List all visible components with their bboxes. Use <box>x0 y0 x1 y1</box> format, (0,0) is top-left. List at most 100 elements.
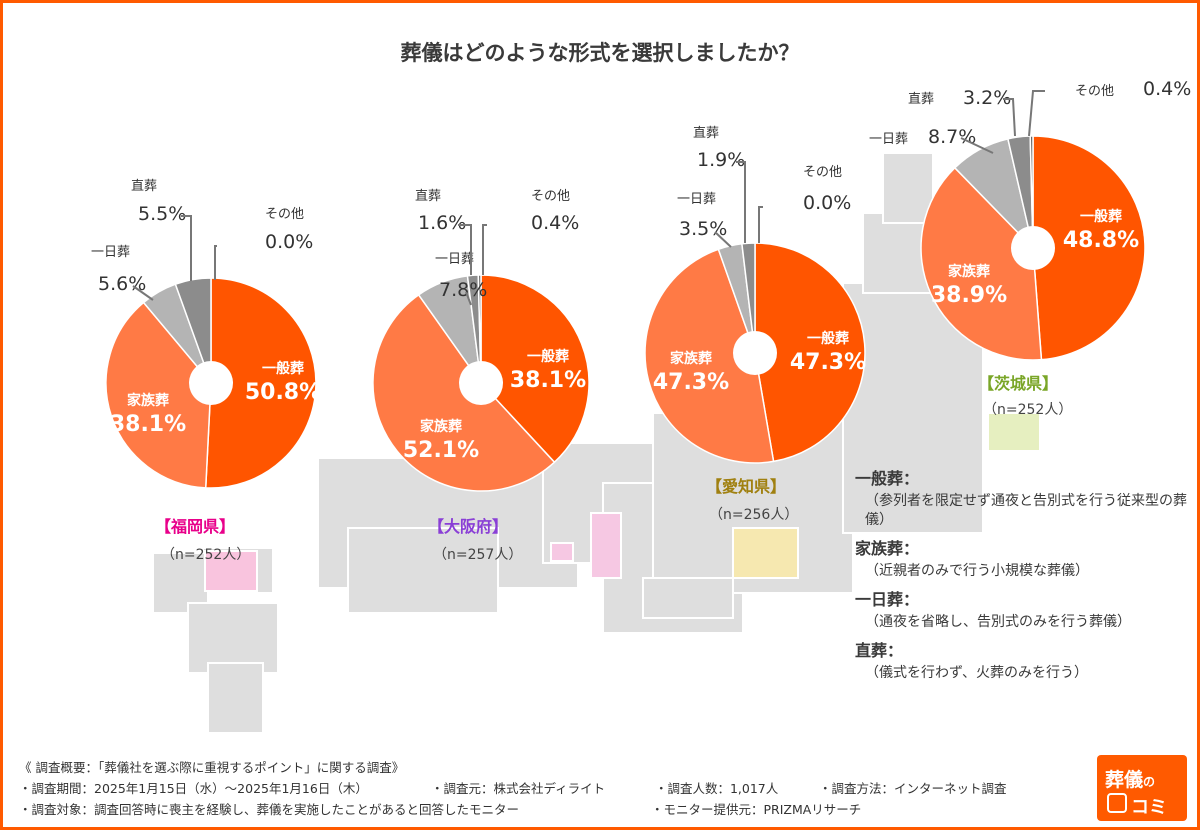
survey-method: ・調査方法：インターネット調査 <box>818 781 1007 796</box>
japan-map <box>152 152 1041 734</box>
survey-target: ・調査対象：調査回答時に喪主を経験し、葬儀を実施したことがあると回答したモニター <box>19 802 520 817</box>
pie-slice-osaka-other <box>477 274 482 384</box>
slice-value-ibaraki-ippan: 48.8% <box>1063 228 1139 253</box>
survey-summary: 《 調査概要：「葬儀社を選ぶ際に重視するポイント」に関する調査》 ・調査期間：2… <box>19 757 1006 820</box>
legend-desc-ichinichi: （通夜を省略し、告別式のみを行う葬儀） <box>865 613 1131 630</box>
slice-value-aichi-other: 0.0% <box>803 192 851 214</box>
slice-name-aichi-kazoku: 家族葬 <box>670 350 712 367</box>
pie-hole-ibaraki <box>1011 226 1055 270</box>
slice-value-osaka-ippan: 38.1% <box>510 368 586 393</box>
pie-hole-aichi <box>733 331 777 375</box>
logo-text-small: の <box>1143 775 1156 789</box>
pie-charts: 一般葬 50.8% 家族葬 38.1% 一日葬 5.6% 直葬 5.5% その他 0.0% 一般葬 3… <box>91 78 1191 492</box>
leader-line-fukuoka-other <box>214 245 217 280</box>
slice-name-ibaraki-ippan: 一般葬 <box>1080 208 1122 225</box>
leader-line-ibaraki-other <box>1028 90 1045 137</box>
sample-size-ibaraki: （n=252人） <box>983 402 1073 418</box>
slice-value-aichi-kazoku: 47.3% <box>653 370 729 395</box>
logo-text-2: コミ <box>1131 797 1167 818</box>
pie-slice-aichi-kazoku <box>644 248 775 464</box>
chart-title: 葬儀はどのような形式を選択しましたか？ <box>400 41 800 65</box>
slice-value-ibaraki-ichinichi: 8.7% <box>928 126 976 148</box>
pie-slice-aichi-chokuso <box>741 242 756 354</box>
pie-slice-fukuoka-kazoku <box>105 301 212 489</box>
pie-slice-osaka-ippan <box>480 274 590 464</box>
survey-period: ・調査期間：2025年1月15日（水）～2025年1月16日（木） <box>19 781 368 796</box>
legend-term-ippan: 一般葬： <box>855 469 920 488</box>
slice-value-osaka-chokuso: 1.6% <box>418 212 466 234</box>
region-label-ibaraki: 【茨城県】 <box>978 374 1059 393</box>
slice-value-aichi-chokuso: 1.9% <box>697 149 745 171</box>
brand-logo: 葬儀の コミ <box>1097 755 1187 821</box>
survey-source: ・調査元：株式会社ディライト <box>430 781 606 796</box>
smile-icon <box>1107 793 1127 813</box>
slice-value-osaka-kazoku: 52.1% <box>403 438 479 463</box>
leader-line-osaka-other <box>482 224 487 275</box>
slice-value-aichi-ichinichi: 3.5% <box>679 218 727 240</box>
slice-value-fukuoka-ichinichi: 5.6% <box>98 273 146 295</box>
slice-name-osaka-kazoku: 家族葬 <box>420 418 462 435</box>
leader-line-osaka-ichinichi <box>465 291 472 306</box>
slice-name-aichi-ippan: 一般葬 <box>807 330 849 347</box>
slice-value-osaka-other: 0.4% <box>531 212 579 234</box>
slice-name-osaka-ippan: 一般葬 <box>527 348 569 365</box>
slice-name-aichi-ichinichi: 一日葬 <box>677 192 716 207</box>
slice-name-fukuoka-ichinichi: 一日葬 <box>91 245 130 260</box>
pie-slice-fukuoka-chokuso <box>174 277 212 384</box>
sample-size-osaka: （n=257人） <box>433 547 523 563</box>
leader-line-aichi-other <box>758 206 763 243</box>
region-label-osaka: 【大阪府】 <box>428 517 509 536</box>
slice-value-fukuoka-other: 0.0% <box>265 231 313 253</box>
slice-name-ibaraki-ichinichi: 一日葬 <box>869 132 908 147</box>
leader-line-ibaraki-ichinichi <box>960 137 994 154</box>
legend-term-ichinichi: 一日葬： <box>855 589 920 609</box>
leader-line-aichi-ichinichi <box>714 231 732 248</box>
legend-desc-kazoku: （近親者のみで行う小規模な葬儀） <box>865 562 1089 579</box>
slice-value-fukuoka-chokuso: 5.5% <box>138 203 186 225</box>
slice-name-osaka-chokuso: 直葬 <box>415 189 441 204</box>
pie-slice-aichi-ippan <box>754 242 866 463</box>
slice-value-fukuoka-kazoku: 38.1% <box>110 412 186 437</box>
region-label-fukuoka: 【福岡県】 <box>155 517 236 536</box>
slice-name-fukuoka-ippan: 一般葬 <box>262 360 304 377</box>
pie-slice-ibaraki-kazoku <box>920 166 1043 361</box>
pie-slice-ibaraki-ippan <box>1032 135 1146 361</box>
leader-line-aichi-chokuso <box>736 161 746 243</box>
slice-value-ibaraki-other: 0.4% <box>1143 78 1191 100</box>
slice-name-ibaraki-chokuso: 直葬 <box>908 92 934 107</box>
slice-value-fukuoka-ippan: 50.8% <box>245 380 321 405</box>
slice-name-ibaraki-kazoku: 家族葬 <box>948 263 990 280</box>
survey-heading: 《 調査概要：「葬儀社を選ぶ際に重視するポイント」に関する調査》 <box>19 760 405 775</box>
slice-value-ibaraki-chokuso: 3.2% <box>963 87 1011 109</box>
slice-value-osaka-ichinichi: 7.8% <box>439 279 487 301</box>
leader-line-fukuoka-chokuso <box>181 215 192 281</box>
logo-text-1: 葬儀 <box>1105 769 1144 791</box>
survey-provider: ・モニター提供元：PRIZMAリサーチ <box>650 802 862 817</box>
legend: 一般葬： （参列者を限定せず通夜と告別式を行う従来型の葬儀） 家族葬： （近親者… <box>855 461 1195 687</box>
leader-line-fukuoka-ichinichi <box>132 285 154 301</box>
slice-name-osaka-other: その他 <box>531 189 570 204</box>
slice-value-aichi-ippan: 47.3% <box>790 350 866 375</box>
leader-line-osaka-chokuso <box>458 224 472 275</box>
legend-desc-ippan: （参列者を限定せず通夜と告別式を行う従来型の葬儀） <box>865 493 1187 528</box>
slice-name-fukuoka-other: その他 <box>265 207 304 222</box>
slice-value-ibaraki-kazoku: 38.9% <box>931 283 1007 308</box>
pie-hole-fukuoka <box>189 361 233 405</box>
slice-name-fukuoka-chokuso: 直葬 <box>131 179 157 194</box>
legend-term-chokuso: 直葬： <box>855 640 904 660</box>
slice-name-aichi-chokuso: 直葬 <box>693 126 719 141</box>
leader-line-ibaraki-chokuso <box>1003 98 1016 137</box>
slice-name-osaka-ichinichi: 一日葬 <box>435 252 474 267</box>
pie-slice-fukuoka-ippan <box>204 277 317 489</box>
pie-slice-ibaraki-other <box>1029 135 1034 249</box>
legend-desc-chokuso: （儀式を行わず、火葬のみを行う） <box>865 664 1089 681</box>
slice-name-fukuoka-kazoku: 家族葬 <box>127 392 169 409</box>
sample-size-aichi: （n=256人） <box>709 507 799 523</box>
slice-name-aichi-other: その他 <box>803 165 842 180</box>
sample-size-fukuoka: （n=252人） <box>161 547 251 563</box>
pie-hole-osaka <box>459 361 503 405</box>
survey-count: ・調査人数：1,017人 <box>654 781 779 796</box>
legend-term-kazoku: 家族葬： <box>855 538 920 558</box>
region-label-aichi: 【愛知県】 <box>706 477 787 496</box>
